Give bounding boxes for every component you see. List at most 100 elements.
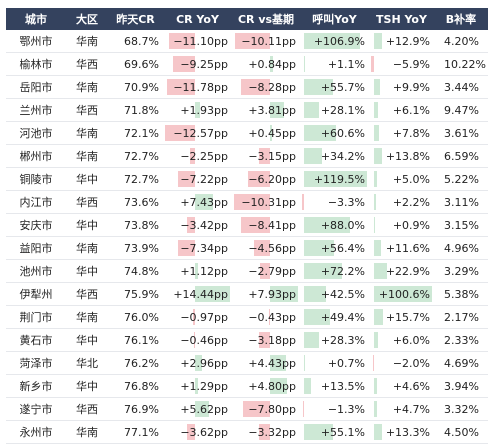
table-cell: 70.9%	[108, 76, 163, 99]
cell-text: −11.10pp	[173, 34, 228, 48]
data-bar	[303, 56, 305, 72]
data-bar	[374, 424, 382, 440]
table-cell: 4.69%	[434, 352, 488, 375]
data-bar	[303, 424, 333, 440]
header-cell: CR vs基期	[232, 8, 300, 30]
cell-text: 郴州市	[19, 150, 53, 163]
table-cell: +12.9%	[369, 30, 434, 53]
cell-text: +1.29pp	[180, 379, 228, 393]
data-bar	[303, 286, 327, 302]
cell-text: 华中	[76, 219, 98, 232]
table-cell: 68.7%	[108, 30, 163, 53]
table-cell: 安庆市	[6, 214, 66, 237]
table-cell: 华西	[66, 398, 108, 421]
table-cell: 3.94%	[434, 375, 488, 398]
cell-text: 73.6%	[124, 195, 159, 209]
table-cell: +88.0%	[300, 214, 369, 237]
cell-text: −8.28pp	[248, 80, 296, 94]
cell-text: 永州市	[19, 426, 53, 439]
table-cell: 兰州市	[6, 99, 66, 122]
table-cell: 76.9%	[108, 398, 163, 421]
data-bar	[254, 240, 271, 256]
table-cell: 荆门市	[6, 306, 66, 329]
cell-text: 10.22%	[444, 57, 486, 71]
table-cell: +28.1%	[300, 99, 369, 122]
table-cell: 4.20%	[434, 30, 488, 53]
table-cell: 华南	[66, 237, 108, 260]
table-cell: +2.96pp	[163, 352, 232, 375]
data-bar	[374, 125, 379, 141]
cell-text: −0.97pp	[180, 310, 228, 324]
data-bar	[234, 33, 271, 49]
cell-text: +6.0%	[392, 333, 430, 347]
table-cell: 内江市	[6, 191, 66, 214]
cell-text: +60.6%	[320, 126, 365, 140]
data-bar	[374, 240, 382, 256]
table-cell: +6.0%	[369, 329, 434, 352]
data-bar	[374, 263, 388, 279]
data-bar	[192, 309, 196, 325]
table-cell: −0.43pp	[232, 306, 300, 329]
table-cell: +22.9%	[369, 260, 434, 283]
data-bar	[270, 56, 274, 72]
table-cell: 3.11%	[434, 191, 488, 214]
data-bar	[374, 33, 382, 49]
cell-text: −10.31pp	[241, 195, 296, 209]
cell-text: 黄石市	[19, 334, 53, 347]
table-cell: +0.9%	[369, 214, 434, 237]
table-cell: −11.10pp	[163, 30, 232, 53]
data-bar	[195, 355, 203, 371]
data-bar	[303, 79, 334, 95]
cell-text: 77.1%	[124, 425, 159, 439]
table-cell: +5.0%	[369, 168, 434, 191]
header-cell: 呼叫YoY	[300, 8, 369, 30]
table-cell: +2.2%	[369, 191, 434, 214]
data-bar	[165, 125, 196, 141]
cell-text: 76.2%	[124, 356, 159, 370]
cell-text: −3.62pp	[180, 425, 228, 439]
table-cell: −2.0%	[369, 352, 434, 375]
cell-text: −2.25pp	[180, 149, 228, 163]
table-cell: 3.15%	[434, 214, 488, 237]
table-cell: 72.1%	[108, 122, 163, 145]
cell-text: +5.0%	[392, 172, 430, 186]
cell-text: +4.80pp	[248, 379, 296, 393]
data-bar	[177, 240, 196, 256]
table-cell: 华南	[66, 30, 108, 53]
data-bar	[302, 194, 304, 210]
table-cell: 76.8%	[108, 375, 163, 398]
cell-text: +100.6%	[378, 287, 430, 301]
table-cell: +100.6%	[369, 283, 434, 306]
table-cell: 10.22%	[434, 53, 488, 76]
table-cell: 2.17%	[434, 306, 488, 329]
table-cell: −8.28pp	[232, 76, 300, 99]
header-cell: 城市	[6, 8, 66, 30]
cell-text: 华南	[76, 426, 98, 439]
data-bar	[270, 286, 298, 302]
cell-text: 9.47%	[444, 103, 479, 117]
table-cell: −10.11pp	[232, 30, 300, 53]
cell-text: 鄂州市	[19, 35, 53, 48]
cell-text: 70.9%	[124, 80, 159, 94]
cell-text: 76.8%	[124, 379, 159, 393]
cell-text: 73.8%	[124, 218, 159, 232]
cell-text: +14.44pp	[173, 287, 228, 301]
cell-text: −10.11pp	[241, 34, 296, 48]
table-cell: −5.9%	[369, 53, 434, 76]
table-cell: +42.5%	[300, 283, 369, 306]
cell-text: 71.8%	[124, 103, 159, 117]
cell-text: 华中	[76, 265, 98, 278]
table-cell: 华南	[66, 421, 108, 444]
table-cell: +1.93pp	[163, 99, 232, 122]
table-cell: 4.50%	[434, 421, 488, 444]
data-bar	[303, 148, 322, 164]
data-bar	[195, 102, 200, 118]
table-cell: +106.9%	[300, 30, 369, 53]
data-bar	[259, 148, 271, 164]
cell-text: +4.43pp	[248, 356, 296, 370]
cell-text: +4.7%	[392, 402, 430, 416]
cell-text: +7.8%	[392, 126, 430, 140]
cell-text: +7.43pp	[180, 195, 228, 209]
table-cell: 黄石市	[6, 329, 66, 352]
